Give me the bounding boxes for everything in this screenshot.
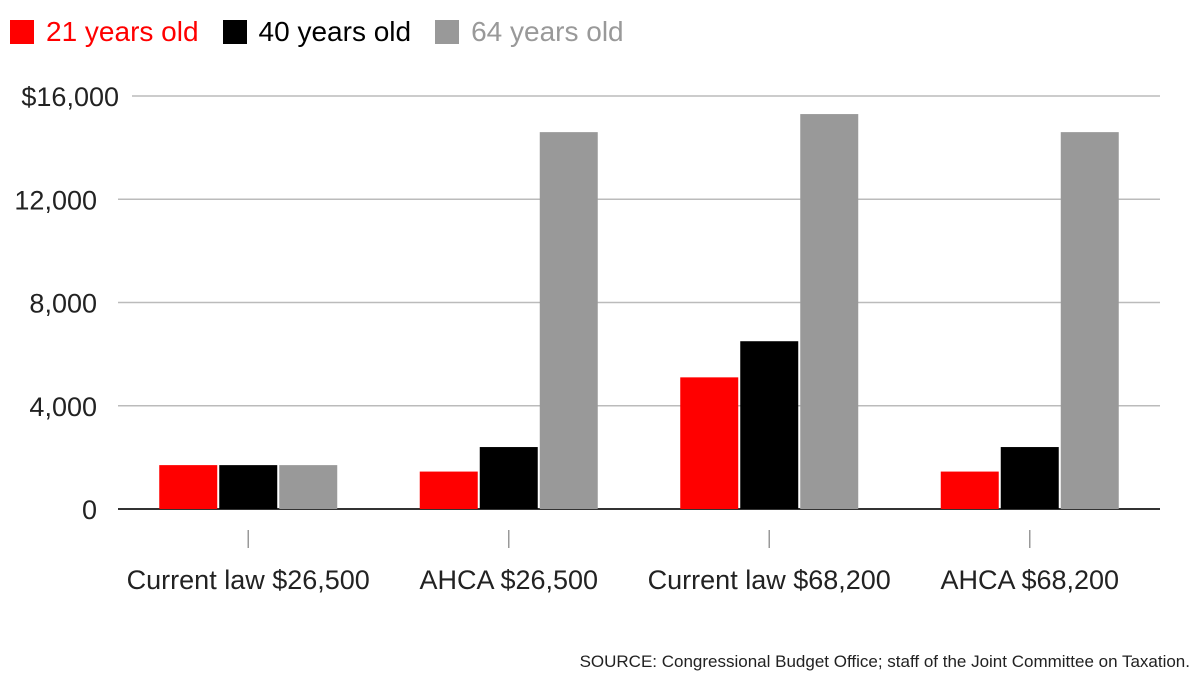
y-tick-label: 8,000 xyxy=(29,289,97,319)
legend-item: 40 years old xyxy=(222,14,412,50)
y-tick-label: 0 xyxy=(82,495,97,525)
legend-label: 21 years old xyxy=(46,16,199,47)
x-tick-label: AHCA $26,500 xyxy=(419,565,598,595)
bar xyxy=(800,114,859,509)
legend-label: 64 years old xyxy=(471,16,624,47)
legend-swatch xyxy=(435,20,460,44)
x-tick-label: Current law $26,500 xyxy=(127,565,370,595)
legend-item: 21 years old xyxy=(10,14,199,50)
y-tick-label: $16,000 xyxy=(21,82,119,112)
chart-legend: 21 years old 40 years old 64 years old xyxy=(10,14,648,50)
bar xyxy=(219,465,278,509)
x-tick-label: AHCA $68,200 xyxy=(940,565,1119,595)
source-note: SOURCE: Congressional Budget Office; sta… xyxy=(579,652,1190,671)
bar xyxy=(1060,132,1119,509)
legend-swatch xyxy=(222,20,247,44)
bar xyxy=(479,447,538,509)
bar xyxy=(1000,447,1059,509)
y-tick-label: 4,000 xyxy=(29,392,97,422)
bar xyxy=(740,341,799,509)
bar xyxy=(940,471,999,509)
legend-label: 40 years old xyxy=(258,16,412,47)
bar xyxy=(159,465,218,509)
bar xyxy=(539,132,598,509)
legend-item: 64 years old xyxy=(435,14,624,50)
bar xyxy=(680,377,739,509)
bar xyxy=(279,465,338,509)
bar xyxy=(419,471,478,509)
y-tick-label: 12,000 xyxy=(14,185,97,215)
legend-swatch xyxy=(10,20,34,44)
x-tick-label: Current law $68,200 xyxy=(648,565,891,595)
